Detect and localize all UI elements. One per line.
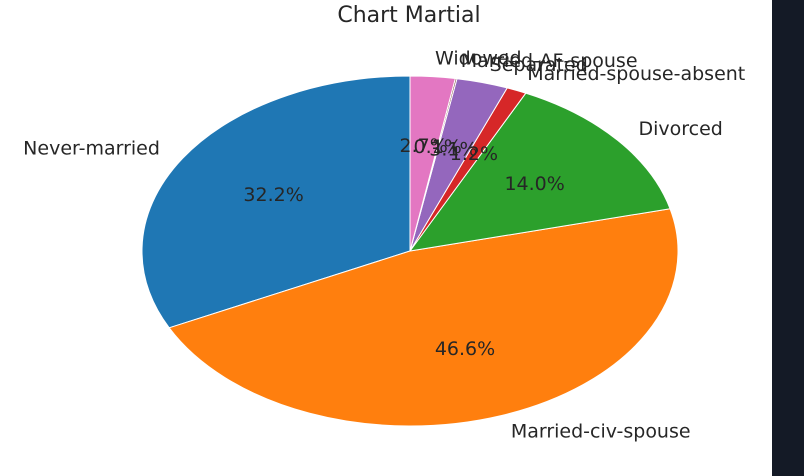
pie-category-label-married-spouse-absent: Married-spouse-absent xyxy=(527,63,745,85)
pie-slice-never-married xyxy=(141,75,411,329)
pie-percent-label-married-civ-spouse: 46.6% xyxy=(435,338,495,360)
window-edge xyxy=(772,0,804,476)
pie-percent-label-never-married: 32.2% xyxy=(243,184,303,206)
pie-percent-label-divorced: 14.0% xyxy=(504,173,564,195)
pie-percent-label-separated: 3.1% xyxy=(429,138,477,160)
pie-percent-label-married-af-spouse: 0.1% xyxy=(414,136,462,158)
pie-category-label-separated: Separated xyxy=(490,54,588,76)
pie-percent-label-married-spouse-absent: 1.2% xyxy=(450,143,498,165)
pie-category-label-divorced: Divorced xyxy=(638,118,722,140)
pie-category-label-never-married: Never-married xyxy=(23,138,160,160)
pie-percent-label-widowed: 2.7% xyxy=(399,135,447,157)
pie-slice-divorced xyxy=(409,92,671,252)
chart-figure: Chart Martial 32.2% 46.6% 14.0% 1.2% 3.1% 0.1… xyxy=(23,3,746,443)
pie-category-label-widowed: Widowed xyxy=(435,48,522,70)
pie-slices xyxy=(141,75,679,427)
pie-slice-widowed xyxy=(409,75,456,252)
pie-category-label-married-civ-spouse: Married-civ-spouse xyxy=(511,420,691,442)
pie-percent-labels: 32.2% 46.6% 14.0% 1.2%3.1%0.1%2.7% xyxy=(243,135,564,360)
chart-title: Chart Martial xyxy=(337,3,480,28)
pie-category-label-married-af-spouse: Married-AF-spouse xyxy=(461,50,638,72)
pie-slice-married-civ-spouse xyxy=(168,208,679,427)
pie-category-labels: Never-married Married-civ-spouse Divorced M… xyxy=(23,48,745,443)
pie-chart: Chart Martial 32.2% 46.6% 14.0% 1.2%3.1%0.1… xyxy=(23,3,745,443)
